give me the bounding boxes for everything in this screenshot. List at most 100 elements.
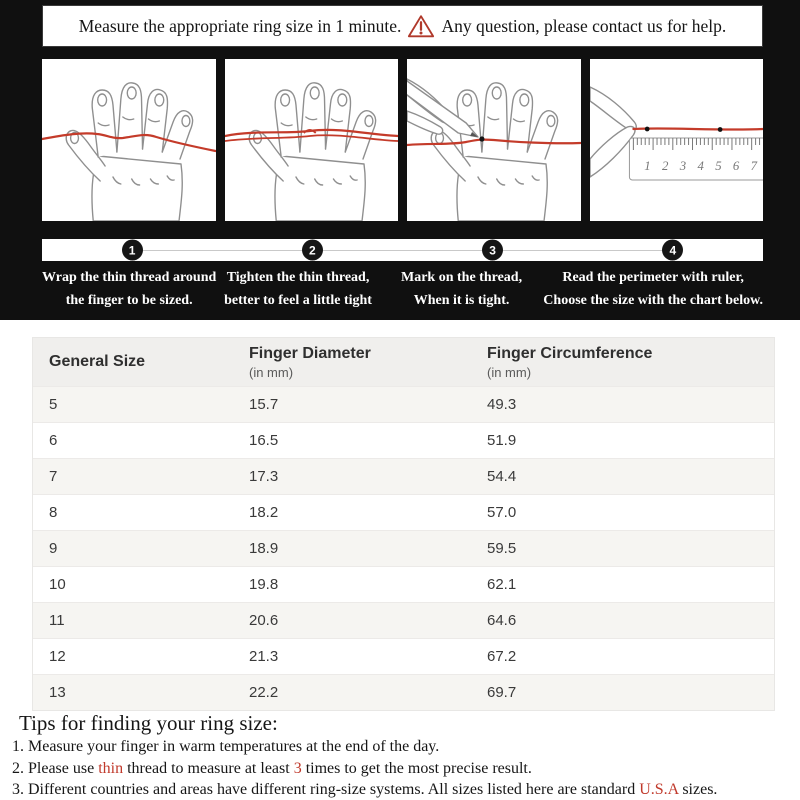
size-chart-table: General Size Finger Diameter (in mm) Finger… (32, 337, 775, 711)
diameter-cell: 20.6 (249, 612, 279, 629)
size-cell: 5 (49, 396, 58, 413)
circumference-cell: 67.2 (487, 648, 517, 665)
size-cell: 6 (49, 432, 58, 449)
column-title: General Size (49, 353, 146, 370)
size-cell: 10 (49, 576, 66, 593)
size-cell: 11 (49, 612, 65, 629)
tip-item: 1. Measure your finger in warm temperatu… (0, 736, 800, 758)
circumference-cell: 51.9 (487, 432, 517, 449)
column-title: Finger Diameter (249, 344, 371, 362)
banner-text-left: Measure the appropriate ring size in 1 m… (78, 15, 402, 36)
step-2-badge: 2 (301, 239, 323, 261)
tips-list: 1. Measure your finger in warm temperatu… (0, 736, 800, 800)
diameter-cell: 16.5 (249, 432, 279, 449)
step-3-badge: 3 (482, 239, 504, 261)
step-1-caption: Wrap the thin thread around the finger to… (42, 266, 216, 312)
ruler-number: 1 (644, 159, 650, 173)
size-cell: 7 (49, 468, 58, 485)
illustration-step-1 (42, 59, 216, 221)
step-4-badge: 4 (662, 239, 684, 261)
size-cell: 12 (49, 648, 66, 665)
hand-with-thread-wrapped-illustration (42, 82, 216, 221)
tip-item: 3. Different countries and areas have di… (0, 779, 800, 800)
table-row: 7 17.3 54.4 (33, 458, 774, 494)
tip-text: 1. Measure your finger in warm temperatu… (12, 738, 440, 755)
hand-marking-thread-with-pen-illustration (407, 78, 581, 221)
diameter-cell: 19.8 (249, 576, 279, 593)
column-subtitle: (in mm) (487, 364, 532, 380)
diameter-cell: 22.2 (249, 684, 279, 701)
banner: Measure the appropriate ring size in 1 m… (42, 5, 763, 47)
table-row: 12 21.3 67.2 (33, 638, 774, 674)
size-chart-header: General Size Finger Diameter (in mm) Finger… (33, 338, 774, 386)
ruler-number: 4 (697, 159, 704, 173)
diameter-cell: 18.2 (249, 504, 279, 521)
step-connector-line (132, 250, 673, 251)
caption-line: When it is tight. (413, 293, 510, 308)
step-4-caption: Read the perimeter with ruler, Choose the… (543, 266, 763, 312)
caption-line: Wrap the thin thread around (42, 270, 217, 285)
instructions-section: Measure the appropriate ring size in 1 m… (0, 0, 800, 320)
caption-line: Tighten the thin thread, (226, 270, 370, 285)
tip-text: sizes. (678, 781, 718, 798)
hand-thread-tightened-illustration (224, 82, 398, 221)
circumference-cell: 54.4 (487, 468, 517, 485)
caption-line: Choose the size with the chart below. (543, 293, 763, 308)
ruler-number: 3 (678, 159, 685, 173)
ruler-number: 7 (750, 159, 757, 173)
tip-text: times to get the most precise result. (301, 759, 532, 777)
column-header: Finger Circumference (in mm) (471, 345, 774, 380)
size-chart-body: 5 15.7 49.3 6 16.5 51.9 7 17.3 54.4 8 18.2 57.0 9 18.… (33, 386, 774, 710)
table-row: 8 18.2 57.0 (33, 494, 774, 530)
table-row: 5 15.7 49.3 (33, 386, 774, 422)
ruler-number: 6 (732, 159, 739, 173)
column-header: General Size (33, 353, 233, 371)
circumference-cell: 62.1 (487, 576, 517, 593)
diameter-cell: 18.9 (249, 540, 279, 557)
tip-item: 2. Please use thin thread to measure at … (0, 758, 800, 780)
tip-highlight: 3 (293, 759, 302, 777)
ruler-number: 5 (715, 159, 722, 173)
table-row: 10 19.8 62.1 (33, 566, 774, 602)
circumference-cell: 69.7 (487, 684, 517, 701)
size-cell: 8 (49, 504, 58, 521)
size-cell: 9 (49, 540, 58, 557)
column-title: Finger Circumference (487, 344, 653, 362)
circumference-cell: 57.0 (487, 504, 517, 521)
tip-highlight: thin (98, 759, 124, 777)
tip-text: 3. Different countries and areas have di… (12, 781, 640, 798)
tip-text: thread to measure at least (123, 759, 294, 777)
step-captions: Wrap the thin thread around the finger to… (42, 266, 763, 312)
circumference-cell: 59.5 (487, 540, 517, 557)
table-row: 11 20.6 64.6 (33, 602, 774, 638)
step-2-caption: Tighten the thin thread, better to feel a… (216, 266, 380, 312)
diameter-cell: 15.7 (249, 396, 279, 413)
step-progress-bar: 1 2 3 4 (42, 239, 763, 261)
table-row: 9 18.9 59.5 (33, 530, 774, 566)
banner-text-right: Any question, please contact us for help… (441, 15, 727, 36)
illustration-step-3 (407, 59, 581, 221)
caption-line: the finger to be sized. (65, 293, 193, 308)
diameter-cell: 21.3 (249, 648, 279, 665)
caption-line: Mark on the thread, (401, 270, 523, 285)
diameter-cell: 17.3 (249, 468, 279, 485)
tips-heading: Tips for finding your ring size: (19, 711, 278, 735)
illustration-step-2 (224, 59, 398, 221)
circumference-cell: 64.6 (487, 612, 517, 629)
tip-text: 2. Please use (12, 759, 99, 777)
table-row: 13 22.2 69.7 (33, 674, 774, 710)
tip-highlight: U.S.A (639, 781, 679, 798)
warning-triangle-icon (408, 15, 435, 38)
column-header: Finger Diameter (in mm) (233, 345, 471, 380)
size-cell: 13 (49, 684, 66, 701)
table-row: 6 16.5 51.9 (33, 422, 774, 458)
caption-line: better to feel a little tight (224, 293, 372, 308)
step-1-badge: 1 (121, 239, 143, 261)
tips-section: Tips for finding your ring size: 1. Meas… (0, 710, 800, 800)
step-3-caption: Mark on the thread, When it is tight. (380, 266, 544, 312)
